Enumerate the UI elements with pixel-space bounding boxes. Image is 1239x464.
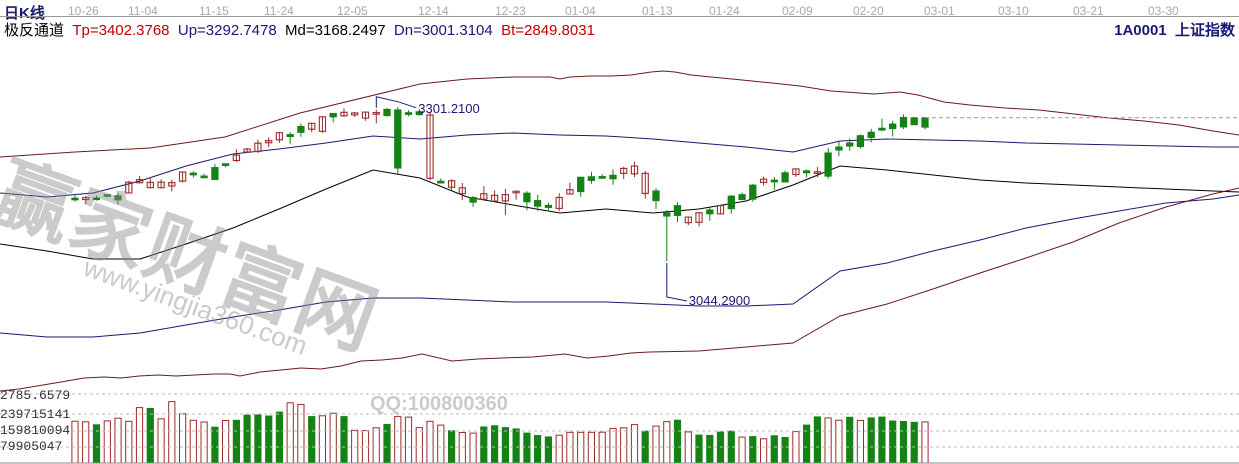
svg-text:3301.2100: 3301.2100: [418, 101, 479, 116]
svg-text:3044.2900: 3044.2900: [689, 293, 750, 308]
